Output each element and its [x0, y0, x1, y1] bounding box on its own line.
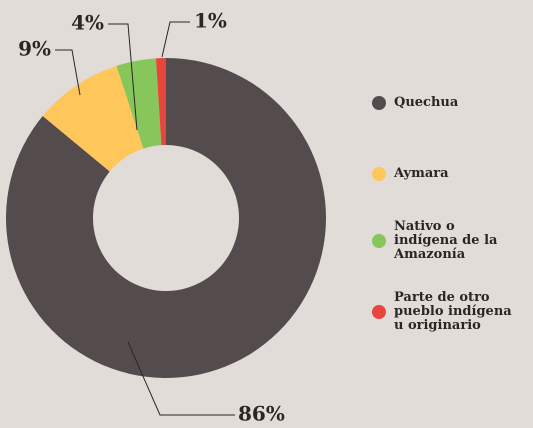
leader-line	[55, 49, 81, 96]
legend-item: Aymara	[372, 167, 532, 181]
legend-label: Parte de otro pueblo indígena u originar…	[394, 290, 512, 333]
leader-line	[108, 23, 138, 131]
slice	[116, 58, 162, 149]
data-label: 9%	[18, 37, 51, 61]
legend-swatch	[372, 234, 386, 248]
slice	[5, 58, 327, 378]
legend-item: Nativo o indígena de la Amazonía	[372, 220, 532, 262]
data-label: 86%	[238, 402, 285, 426]
legend-label: Nativo o indígena de la Amazonía	[394, 219, 498, 262]
legend-swatch	[372, 96, 386, 110]
legend-swatch	[372, 305, 386, 319]
data-label: 4%	[71, 11, 104, 35]
legend-item: Quechua	[372, 96, 532, 110]
legend-label: Quechua	[394, 95, 459, 110]
leader-line	[127, 341, 235, 416]
legend-label: Aymara	[394, 166, 449, 181]
slice	[42, 65, 144, 172]
legend-item: Parte de otro pueblo indígena u originar…	[372, 291, 532, 333]
data-label: 1%	[194, 9, 227, 33]
leader-line	[161, 21, 190, 58]
slice	[155, 58, 166, 146]
legend-swatch	[372, 167, 386, 181]
